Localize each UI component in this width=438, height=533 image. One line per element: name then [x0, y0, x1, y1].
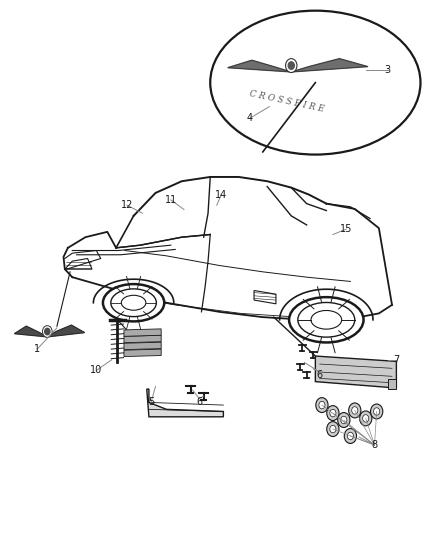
Text: 11: 11: [165, 195, 177, 205]
Text: 5: 5: [148, 398, 154, 407]
Polygon shape: [14, 326, 47, 337]
Text: 1: 1: [34, 344, 40, 354]
Circle shape: [288, 62, 294, 69]
Polygon shape: [124, 335, 161, 343]
Circle shape: [286, 59, 297, 72]
Circle shape: [374, 408, 380, 415]
Text: 14: 14: [215, 190, 227, 199]
Ellipse shape: [289, 297, 364, 342]
Circle shape: [319, 401, 325, 409]
Text: 15: 15: [340, 224, 352, 234]
Text: 4: 4: [247, 114, 253, 123]
Polygon shape: [228, 60, 291, 72]
Polygon shape: [291, 59, 368, 72]
Circle shape: [330, 409, 336, 417]
Text: 7: 7: [393, 355, 399, 365]
Circle shape: [371, 404, 383, 419]
Circle shape: [363, 415, 369, 422]
Bar: [388, 379, 396, 389]
Text: 6: 6: [317, 370, 323, 380]
Circle shape: [330, 425, 336, 433]
Circle shape: [349, 403, 361, 418]
Text: 8: 8: [371, 440, 378, 450]
Polygon shape: [315, 356, 396, 388]
Circle shape: [327, 422, 339, 437]
Circle shape: [316, 398, 328, 413]
Text: C R O S S F I R E: C R O S S F I R E: [249, 89, 325, 114]
Polygon shape: [124, 349, 161, 357]
Circle shape: [341, 416, 347, 424]
Ellipse shape: [103, 284, 164, 321]
Text: 3: 3: [385, 66, 391, 75]
Circle shape: [352, 407, 358, 414]
Circle shape: [327, 406, 339, 421]
Circle shape: [360, 411, 372, 426]
Polygon shape: [124, 329, 161, 336]
Circle shape: [347, 432, 353, 440]
Circle shape: [42, 326, 52, 337]
Text: 10: 10: [90, 366, 102, 375]
Text: 12: 12: [121, 200, 133, 210]
Polygon shape: [124, 342, 161, 350]
Polygon shape: [47, 325, 85, 337]
Circle shape: [45, 328, 50, 335]
Circle shape: [344, 429, 357, 443]
Text: 6: 6: [196, 398, 202, 407]
Polygon shape: [147, 389, 223, 417]
Circle shape: [338, 413, 350, 427]
